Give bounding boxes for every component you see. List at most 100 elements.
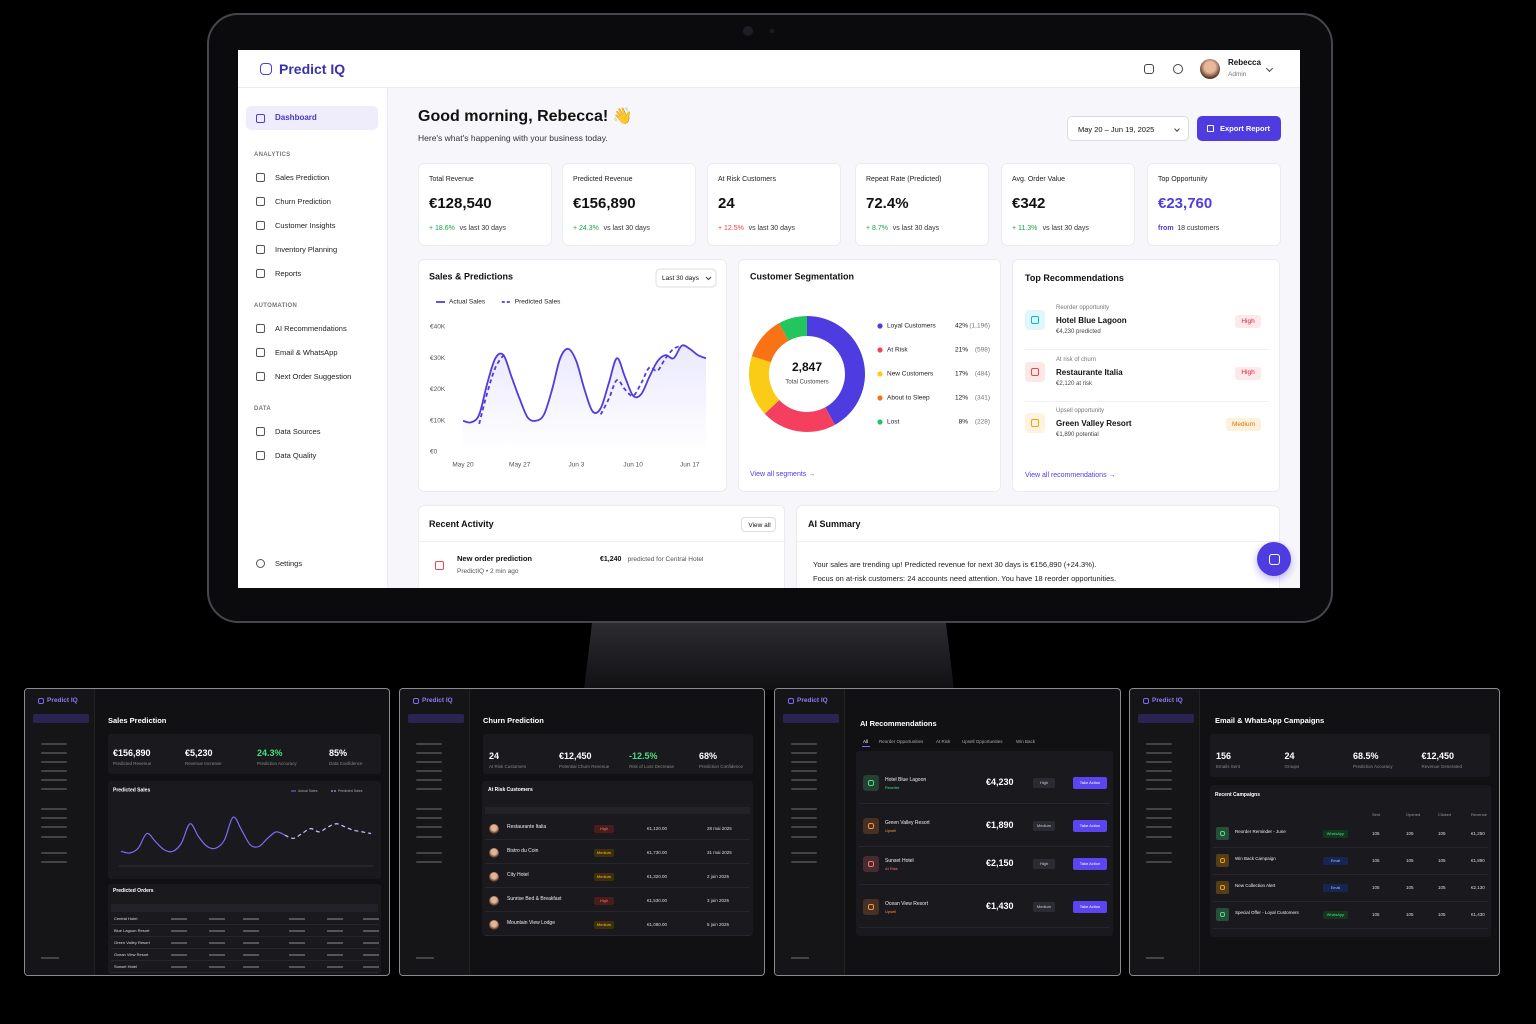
nav-item[interactable]: Settings bbox=[275, 558, 303, 568]
kpi-value: 85% bbox=[329, 747, 348, 758]
button-label: Take Action bbox=[1079, 903, 1101, 909]
preview-title: AI Recommendations bbox=[860, 718, 937, 728]
campaign-icon bbox=[1216, 908, 1229, 921]
nav-item[interactable]: Next Order Suggestion bbox=[275, 371, 352, 381]
legend-label: Predicted Sales bbox=[338, 789, 363, 793]
nav-placeholder bbox=[41, 957, 59, 959]
button-label: Take Action bbox=[1079, 822, 1101, 828]
nav-item[interactable]: Sales Prediction bbox=[275, 172, 330, 182]
tab[interactable]: Win Back bbox=[1016, 739, 1036, 745]
x-tick-label: May 27 bbox=[509, 462, 531, 469]
link[interactable]: View all recommendations → bbox=[1025, 471, 1116, 479]
logo: Predict IQ bbox=[279, 60, 346, 77]
action-button[interactable]: Take Action bbox=[1073, 777, 1107, 789]
table-cell: City Hotel bbox=[507, 872, 529, 878]
count-label: (484) bbox=[975, 371, 990, 378]
table-cell: 28 mai 2025 bbox=[707, 826, 732, 832]
table-cell: Central Hotel bbox=[114, 915, 138, 921]
row-divider bbox=[1213, 901, 1488, 902]
preview-screen: Predict IQ Churn Prediction 24 At Risk Cust… bbox=[399, 688, 765, 976]
nav-placeholder bbox=[791, 752, 817, 754]
priority-label: Medium bbox=[1036, 903, 1052, 909]
tab[interactable]: Reorder Opportunities bbox=[879, 739, 924, 745]
table-cell: 105 bbox=[1372, 858, 1380, 864]
summary-line: Focus on at-risk customers: 24 accounts … bbox=[813, 573, 1117, 583]
export-button[interactable]: Export Report bbox=[1197, 116, 1281, 141]
kpi-change: + 24.3% bbox=[573, 224, 599, 232]
icon bbox=[255, 172, 265, 182]
nav-item[interactable]: Customer Insights bbox=[275, 220, 336, 230]
row-divider bbox=[111, 972, 378, 973]
nav-placeholder bbox=[41, 779, 67, 781]
row-divider bbox=[1213, 928, 1488, 929]
cell-placeholder bbox=[243, 966, 259, 968]
icon bbox=[255, 371, 265, 381]
row-divider bbox=[111, 924, 378, 925]
priority-label: Medium bbox=[1036, 822, 1052, 828]
risk-label: Medium bbox=[596, 849, 612, 855]
nav-placeholder bbox=[41, 808, 67, 810]
table-cell: Green Valley Resort bbox=[114, 939, 150, 945]
table-cell: 105 bbox=[1438, 885, 1446, 891]
tab[interactable]: At Risk bbox=[936, 739, 951, 745]
priority-badge: Medium bbox=[1033, 902, 1055, 912]
user-menu-chevron[interactable] bbox=[1265, 64, 1274, 73]
y-tick-label: €40K bbox=[430, 324, 446, 331]
date-range-picker[interactable]: May 20 – Jun 19, 2025 bbox=[1067, 116, 1189, 141]
kpi-card: At Risk Customers 24 + 12.5% vs last 30 day… bbox=[707, 163, 841, 246]
kpi-change: + 8.7% bbox=[866, 224, 888, 232]
nav-placeholder bbox=[1146, 826, 1172, 828]
view-all-button[interactable]: View all bbox=[741, 517, 776, 532]
nav-item[interactable]: Dashboard bbox=[275, 113, 317, 123]
legend-label: Predicted Sales bbox=[515, 299, 561, 306]
channel-badge: WhatsApp bbox=[1323, 911, 1348, 919]
nav-item[interactable]: AI Recommendations bbox=[275, 323, 347, 333]
nav-item[interactable]: Inventory Planning bbox=[275, 244, 338, 254]
table-cell: 105 bbox=[1372, 831, 1380, 837]
logo: Predict IQ bbox=[1152, 697, 1183, 705]
nav-active[interactable] bbox=[246, 106, 378, 130]
priority-badge: Medium bbox=[1226, 418, 1261, 431]
link[interactable]: View all segments → bbox=[750, 470, 816, 478]
legend-dot bbox=[877, 347, 883, 353]
avatar[interactable] bbox=[1200, 59, 1220, 79]
table-cell: 105 bbox=[1406, 885, 1414, 891]
action-button[interactable]: Take Action bbox=[1073, 901, 1107, 913]
cell-placeholder bbox=[289, 930, 305, 932]
chevron bbox=[1174, 126, 1180, 132]
kpi-value: 156 bbox=[1216, 750, 1232, 761]
period-dropdown[interactable] bbox=[655, 268, 717, 288]
nav-item[interactable]: Email & WhatsApp bbox=[275, 347, 338, 357]
cell-placeholder bbox=[363, 966, 379, 968]
priority-badge: High bbox=[1033, 778, 1055, 788]
chat-button[interactable] bbox=[1257, 542, 1291, 576]
cell-placeholder bbox=[209, 942, 225, 944]
row-divider bbox=[859, 846, 1110, 847]
kpi-label: Predicted Revenue bbox=[573, 175, 633, 183]
area bbox=[463, 345, 706, 452]
value-label: 17% bbox=[955, 371, 968, 378]
nav-active bbox=[33, 714, 89, 723]
x-tick-label: Jun 3 bbox=[568, 462, 584, 469]
action-button[interactable]: Take Action bbox=[1073, 858, 1107, 870]
row-divider bbox=[859, 884, 1110, 885]
item-amount: €2,150 bbox=[986, 857, 1014, 868]
logo-icon bbox=[788, 698, 794, 704]
kpi-value: 24 bbox=[718, 195, 735, 212]
tab[interactable]: Upsell Opportunities bbox=[962, 739, 1003, 745]
table-header: Opened bbox=[1406, 811, 1421, 817]
nav-item[interactable]: Reports bbox=[275, 268, 302, 278]
avatar bbox=[489, 920, 499, 930]
camera bbox=[743, 26, 753, 36]
preview-screen: Predict IQ Sales Prediction €156,890 Predic… bbox=[24, 688, 390, 976]
table-cell: 105 bbox=[1438, 858, 1446, 864]
nav-item[interactable]: Data Quality bbox=[275, 450, 317, 460]
nav-item[interactable]: Data Sources bbox=[275, 426, 321, 436]
nav-item[interactable]: Churn Prediction bbox=[275, 196, 331, 206]
tab[interactable]: All bbox=[863, 739, 869, 745]
action-button[interactable]: Take Action bbox=[1073, 820, 1107, 832]
icon bbox=[255, 323, 265, 333]
donut-segment bbox=[807, 316, 865, 425]
campaign-icon bbox=[1216, 827, 1229, 840]
table-cell: €1,890 bbox=[1471, 858, 1485, 864]
